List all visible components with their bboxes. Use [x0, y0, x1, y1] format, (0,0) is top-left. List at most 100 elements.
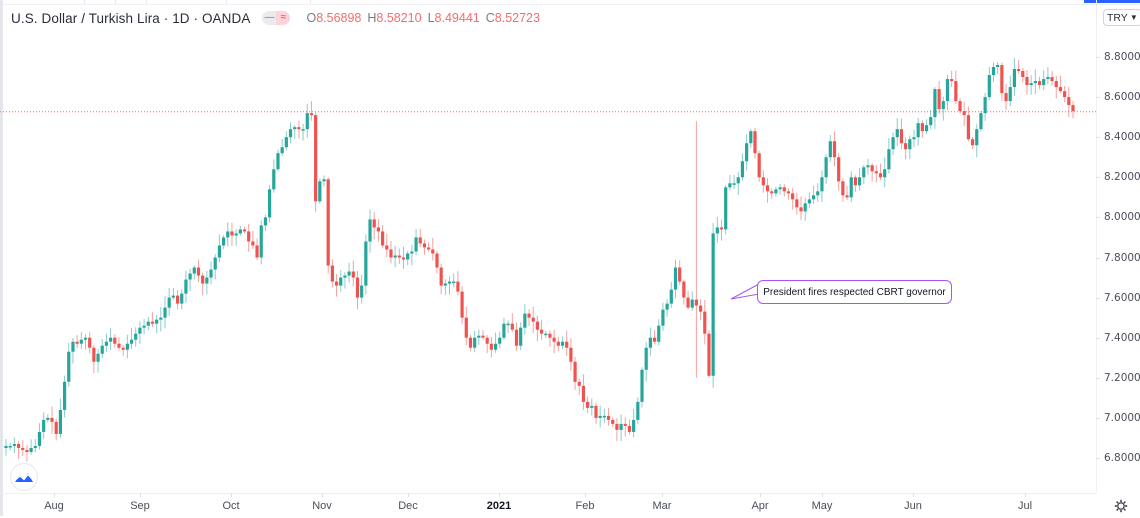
- time-tick-label: Jul: [1017, 500, 1033, 512]
- tradingview-logo[interactable]: [10, 463, 38, 491]
- candle-body: [523, 313, 527, 328]
- candle-body: [841, 181, 845, 196]
- candle-body: [736, 177, 740, 184]
- candle-body: [950, 79, 954, 82]
- price-tick: [1096, 337, 1100, 339]
- price-tick: [1096, 417, 1100, 419]
- compare-icon[interactable]: ≈: [276, 11, 291, 25]
- candle-body: [326, 179, 330, 266]
- price-tick-label: 8.40000: [1104, 131, 1140, 144]
- candle-body: [703, 311, 707, 334]
- price-tick: [1096, 57, 1100, 58]
- candle-body: [987, 75, 991, 98]
- candle-body: [761, 177, 765, 186]
- price-tick-label: 7.20000: [1104, 371, 1140, 384]
- candle-body: [372, 219, 376, 228]
- candle-body: [590, 405, 594, 408]
- candle-body: [230, 231, 234, 236]
- candle-body: [100, 345, 104, 354]
- price-tick: [1096, 217, 1100, 219]
- candle-body: [16, 443, 21, 448]
- price-tick: [1096, 458, 1100, 459]
- candle-body: [586, 401, 590, 408]
- candle-body: [832, 141, 837, 158]
- candle-body: [163, 307, 167, 318]
- candle-body: [682, 281, 686, 298]
- candle-body: [37, 431, 42, 446]
- candle-body: [510, 323, 514, 330]
- gear-icon[interactable]: [1114, 499, 1128, 513]
- candle-body: [188, 273, 192, 280]
- candle-body: [322, 179, 326, 182]
- time-axis[interactable]: [0, 493, 1096, 517]
- accent-bar: [1084, 0, 1140, 3]
- candle-body: [192, 267, 196, 274]
- candle-body: [916, 123, 920, 138]
- candle-body: [870, 165, 874, 172]
- currency-button[interactable]: TRY ▼: [1103, 9, 1140, 26]
- price-axis[interactable]: [1096, 0, 1140, 493]
- candle-body: [979, 113, 983, 130]
- candle-body: [263, 217, 268, 226]
- candle-body: [908, 139, 912, 150]
- candle-body: [196, 267, 201, 276]
- candle-body: [318, 181, 322, 202]
- candle-body: [339, 277, 343, 286]
- candle-body: [410, 251, 414, 254]
- candle-body: [389, 249, 393, 258]
- candle-body: [644, 347, 648, 370]
- candle-body: [351, 271, 355, 278]
- candle-body: [380, 231, 385, 246]
- candle-body: [740, 161, 745, 178]
- candle-body: [418, 237, 422, 244]
- candle-body: [1058, 87, 1063, 92]
- candle-body: [330, 265, 334, 282]
- candle-body: [569, 347, 573, 362]
- candle-body: [62, 381, 67, 410]
- candle-body: [213, 257, 217, 270]
- candle-body: [627, 425, 632, 432]
- candle-body: [849, 177, 853, 198]
- candle-body: [506, 323, 510, 326]
- candle-body: [824, 157, 828, 178]
- candle-body: [397, 255, 401, 258]
- time-tick: [662, 493, 663, 497]
- top-toolbar-strip: [0, 0, 1140, 5]
- candle-body: [125, 343, 129, 350]
- candlestick-plot[interactable]: [0, 0, 1096, 493]
- candle-body: [259, 225, 263, 258]
- candle-body: [912, 137, 916, 140]
- candle-body: [519, 327, 523, 346]
- candle-body: [355, 277, 360, 298]
- candle-body: [694, 299, 699, 306]
- candle-body: [134, 333, 138, 340]
- annotation-callout[interactable]: President fires respected CBRT governor: [757, 280, 952, 304]
- candle-body: [786, 191, 791, 194]
- candle-body: [376, 227, 381, 232]
- time-tick: [1025, 493, 1026, 497]
- candle-body: [904, 143, 908, 150]
- candle-body: [29, 447, 33, 452]
- candle-body: [548, 333, 552, 338]
- candle-body: [1008, 87, 1012, 102]
- candle-body: [21, 447, 25, 450]
- toolbar-segment: [84, 0, 116, 4]
- candle-body: [924, 125, 929, 132]
- time-tick-label: Aug: [44, 500, 64, 512]
- candle-body: [293, 127, 297, 130]
- candle-body: [544, 333, 548, 336]
- candle-body: [778, 187, 782, 190]
- candle-body: [686, 297, 690, 308]
- candle-body: [937, 89, 941, 110]
- candle-body: [146, 321, 150, 326]
- candle-body: [996, 65, 1000, 68]
- candle-body: [481, 335, 485, 338]
- candle-body: [477, 335, 481, 338]
- candle-body: [753, 131, 757, 154]
- candle-body: [749, 131, 753, 144]
- price-tick: [1096, 177, 1100, 179]
- candle-body: [920, 123, 924, 132]
- candle-body: [858, 177, 862, 186]
- minus-icon[interactable]: —: [262, 11, 277, 25]
- legend-toggle[interactable]: — ≈: [262, 11, 291, 25]
